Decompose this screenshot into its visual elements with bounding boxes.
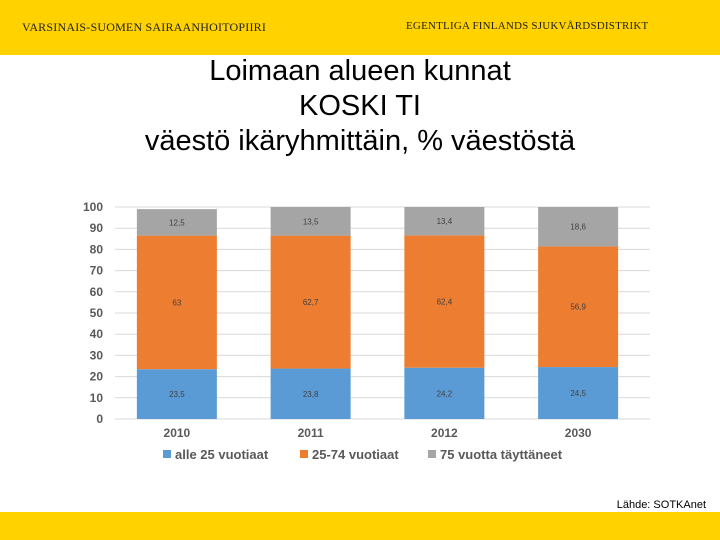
chart-legend: alle 25 vuotiaat 25-74 vuotiaat 75 vuotta … [163, 447, 563, 462]
data-label: 24,2 [437, 389, 453, 398]
legend-label: alle 25 vuotiaat [175, 447, 269, 462]
y-tick-label: 100 [83, 200, 103, 214]
y-tick-label: 0 [96, 412, 103, 426]
y-tick-label: 50 [90, 306, 104, 320]
y-tick-label: 10 [90, 391, 104, 405]
data-label: 23,5 [169, 390, 185, 399]
legend-swatch [428, 450, 436, 458]
y-tick-label: 30 [90, 348, 104, 362]
org-name-swedish: EGENTLIGA FINLANDS SJUKVÅRDSDISTRIKT [406, 20, 649, 32]
x-tick-label: 2012 [431, 426, 458, 440]
x-axis-ticks: 2010 2011 2012 2030 [164, 426, 592, 440]
legend-label: 75 vuotta täyttäneet [440, 447, 563, 462]
chart-bars: 23,5 63 12,5 23,8 62,7 13,5 24,2 62,4 13,4 24,5 56… [136, 207, 619, 419]
data-label: 13,5 [303, 217, 319, 226]
y-tick-label: 20 [90, 370, 104, 384]
legend-swatch [163, 450, 171, 458]
data-label: 24,5 [570, 389, 586, 398]
slide-title: Loimaan alueen kunnat KOSKI TI väestö ik… [0, 54, 720, 159]
source-note: Lähde: SOTKAnet [616, 499, 706, 511]
data-label: 62,4 [437, 298, 453, 307]
bar-segment [136, 235, 217, 370]
data-label: 63 [172, 298, 181, 307]
bar-segment [270, 235, 351, 369]
bar-segment [404, 207, 485, 236]
bar-segment [270, 207, 351, 236]
x-tick-label: 2030 [565, 426, 592, 440]
data-label: 18,6 [570, 223, 586, 232]
y-tick-label: 90 [90, 221, 104, 235]
x-tick-label: 2011 [298, 426, 324, 440]
bar-segment [538, 367, 619, 419]
footer-bar [0, 512, 720, 540]
data-label: 12,5 [169, 218, 185, 227]
org-name-finnish: VARSINAIS-SUOMEN SAIRAANHOITOPIIRI [22, 20, 267, 34]
title-line-1: Loimaan alueen kunnat [209, 55, 511, 87]
header-bar: VARSINAIS-SUOMEN SAIRAANHOITOPIIRI EGENT… [0, 0, 720, 55]
x-tick-label: 2010 [164, 426, 191, 440]
y-tick-label: 70 [90, 264, 104, 278]
data-label: 62,7 [303, 298, 319, 307]
data-label: 13,4 [437, 217, 453, 226]
y-tick-label: 40 [90, 327, 104, 341]
bar-segment [136, 209, 217, 236]
legend-label: 25-74 vuotiaat [312, 447, 399, 462]
y-tick-label: 80 [90, 242, 104, 256]
bar-segment [404, 235, 485, 368]
legend-swatch [300, 450, 308, 458]
bar-segment [404, 367, 485, 419]
title-line-2: KOSKI TI [299, 90, 421, 122]
bar-segment [270, 368, 351, 419]
bar-segment [136, 369, 217, 419]
y-tick-label: 60 [90, 285, 104, 299]
y-axis-ticks: 0 10 20 30 40 50 60 70 80 90 100 [83, 200, 103, 426]
data-label: 23,8 [303, 390, 319, 399]
title-line-3: väestö ikäryhmittäin, % väestöstä [144, 125, 576, 157]
bar-segment [538, 207, 619, 247]
bar-segment [538, 246, 619, 368]
data-label: 56,9 [570, 303, 586, 312]
